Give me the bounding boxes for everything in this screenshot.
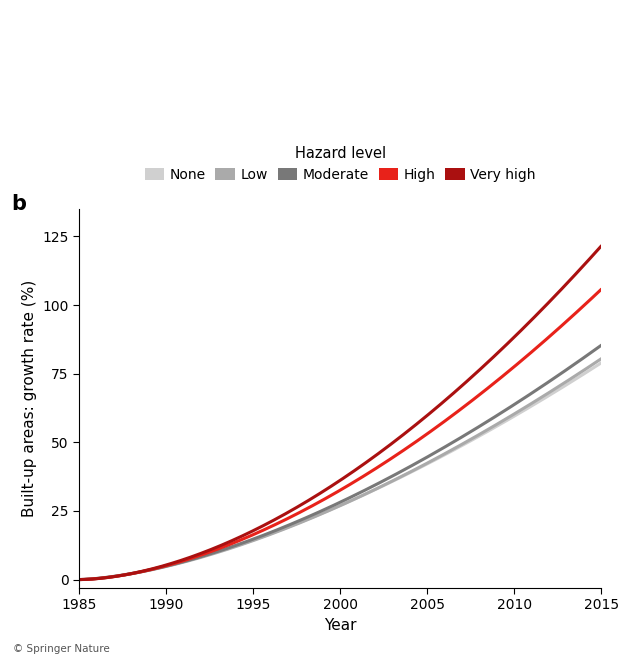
Text: © Springer Nature: © Springer Nature: [13, 644, 110, 654]
Y-axis label: Built-up areas: growth rate (%): Built-up areas: growth rate (%): [22, 280, 37, 517]
X-axis label: Year: Year: [324, 618, 356, 633]
Legend: None, Low, Moderate, High, Very high: None, Low, Moderate, High, Very high: [139, 140, 541, 187]
Text: b: b: [11, 194, 26, 214]
